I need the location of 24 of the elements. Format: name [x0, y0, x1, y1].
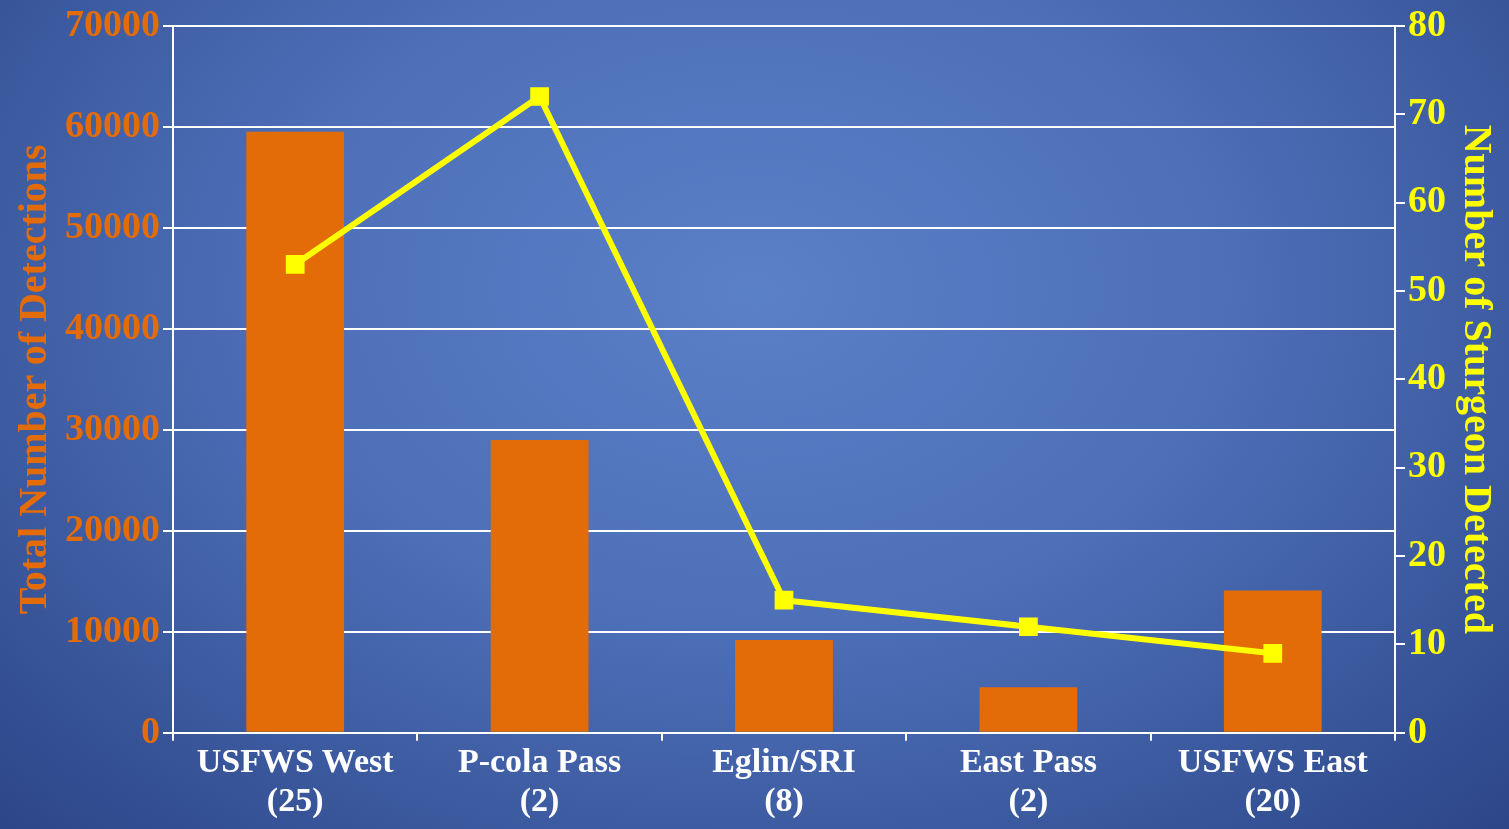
y-tick-label: 50000 — [65, 203, 160, 246]
y-axis-title: Total Number of Detections — [10, 144, 56, 615]
y2-tick-label: 30 — [1408, 443, 1446, 486]
y-tick-label: 0 — [141, 708, 160, 751]
x-tick-label: USFWS East (20) — [1177, 742, 1369, 820]
x-tick-label: Eglin/SRI (8) — [712, 742, 856, 820]
y-tick-label: 30000 — [65, 405, 160, 448]
y2-tick-label: 0 — [1408, 708, 1427, 751]
y2-tick-label: 50 — [1408, 266, 1446, 309]
x-tick-label: P-cola Pass (2) — [457, 742, 622, 820]
y2-tick-label: 40 — [1408, 355, 1446, 398]
y-tick-label: 40000 — [65, 304, 160, 347]
y2-tick-label: 80 — [1408, 1, 1446, 44]
x-tick-label: USFWS West (25) — [196, 742, 395, 820]
y2-tick-label: 20 — [1408, 531, 1446, 574]
y2-tick-label: 70 — [1408, 89, 1446, 132]
y2-tick-label: 60 — [1408, 178, 1446, 221]
y-tick-label: 10000 — [65, 607, 160, 650]
y2-axis-title: Number of Sturgeon Detected — [1455, 124, 1501, 634]
y-tick-label: 60000 — [65, 102, 160, 145]
y-tick-label: 70000 — [65, 1, 160, 44]
x-tick-label: East Pass (2) — [959, 742, 1097, 820]
y2-tick-label: 10 — [1408, 620, 1446, 663]
y-tick-label: 20000 — [65, 506, 160, 549]
